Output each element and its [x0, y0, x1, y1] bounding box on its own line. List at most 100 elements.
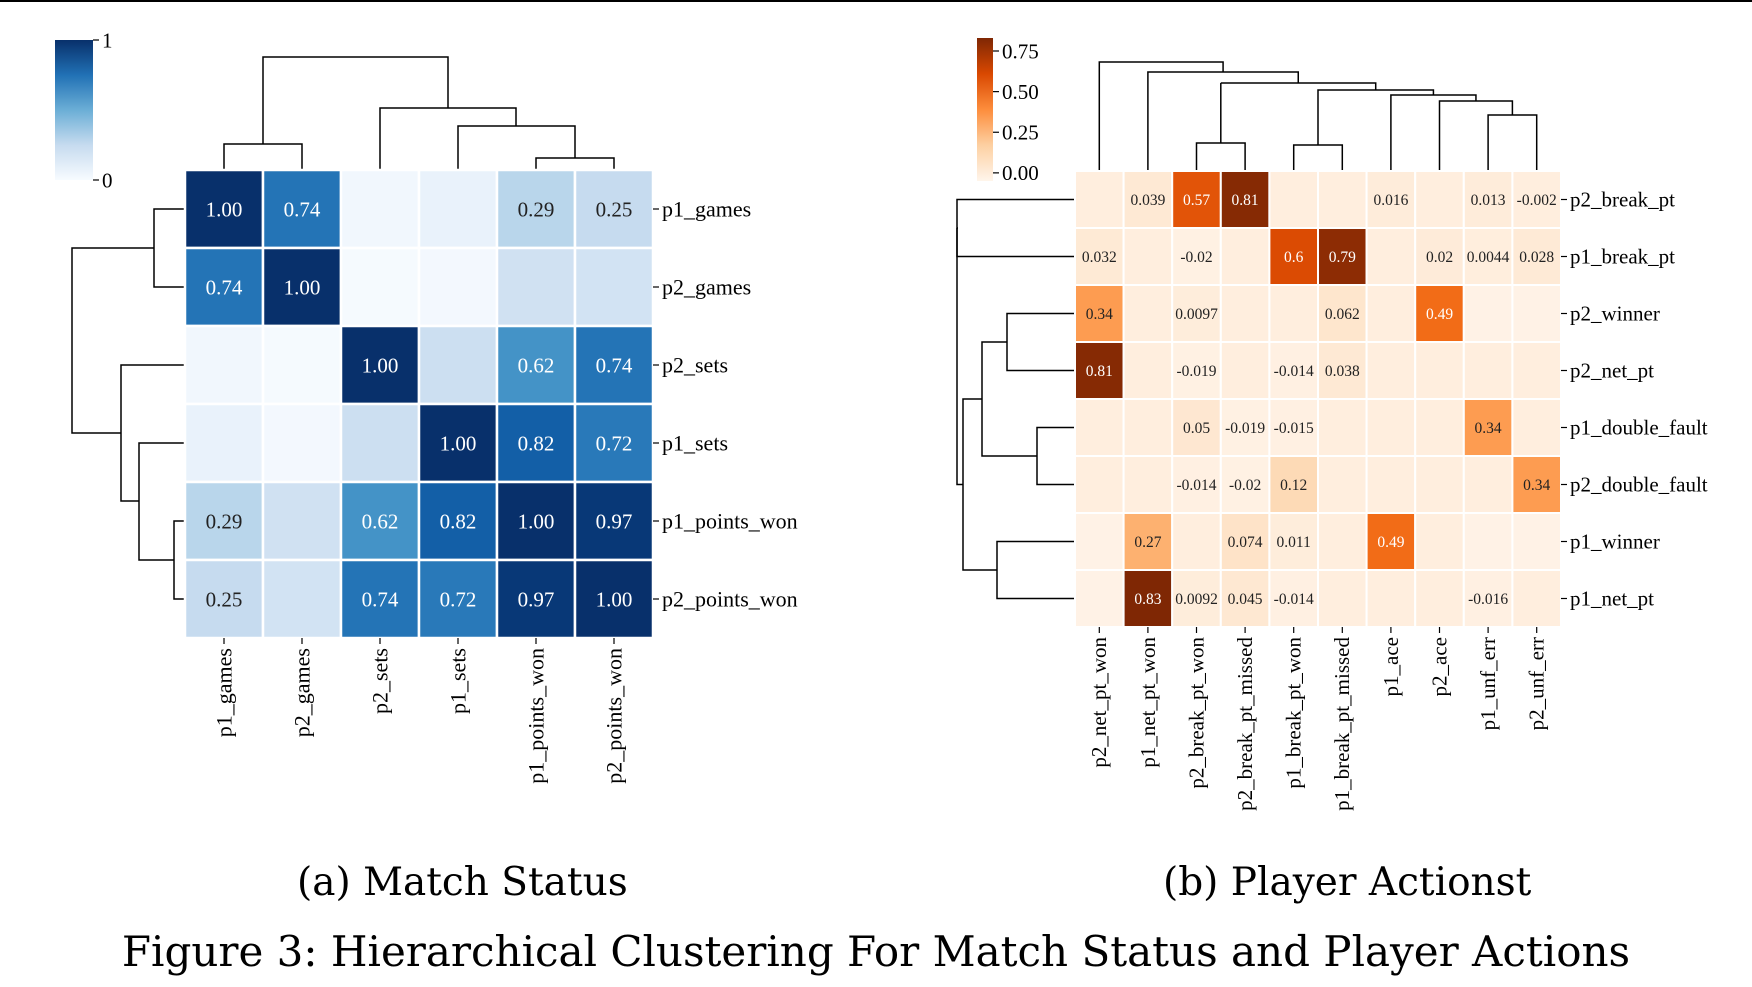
- heatmap-cell: [1365, 398, 1417, 457]
- cell-annotation: -0.02: [1180, 249, 1212, 266]
- colorbar-tick-label: 0.00: [1002, 161, 1039, 185]
- heatmap-cell: [573, 246, 655, 328]
- heatmap-cell: [1414, 170, 1465, 229]
- cell-annotation: 0.05: [1183, 420, 1210, 437]
- heatmap-cell: [1122, 455, 1174, 514]
- col-label: p2_break_pt_missed: [1233, 637, 1257, 811]
- row-label: p1_points_won: [662, 508, 798, 533]
- heatmap-cell: [1122, 569, 1174, 628]
- cell-annotation: 0.074: [1228, 534, 1263, 551]
- cell-annotation: 1.00: [440, 431, 477, 455]
- heatmap-cell: [1268, 227, 1320, 286]
- cell-annotation: 0.72: [596, 431, 633, 455]
- heatmap-cell: [183, 324, 265, 406]
- cell-annotation: 0.016: [1373, 192, 1408, 209]
- cell-annotation: 1.00: [284, 275, 321, 299]
- dendrogram-link: [1098, 61, 1224, 171]
- heatmap-cell: [1219, 341, 1271, 400]
- heatmap-cell: [339, 558, 421, 640]
- dendrogram-link: [1390, 94, 1477, 171]
- colorbar-tick-label: 0.75: [1002, 39, 1039, 63]
- cell-annotation: 0.97: [596, 509, 633, 533]
- heatmap-cell: [1511, 284, 1563, 343]
- caption-a: (a) Match Status: [297, 860, 628, 905]
- dendrogram-link: [1195, 142, 1246, 171]
- row-label: p1_net_pt: [1570, 586, 1654, 610]
- heatmap-cell: [1074, 170, 1125, 229]
- cell-annotation: -0.015: [1274, 420, 1314, 437]
- heatmap-cell: [1268, 284, 1320, 343]
- heatmap-cell: [1171, 512, 1222, 571]
- cell-annotation: 0.02: [1426, 249, 1453, 266]
- cell-annotation: 0.34: [1475, 420, 1502, 437]
- row-label: p2_points_won: [662, 586, 798, 611]
- cell-annotation: -0.019: [1225, 420, 1265, 437]
- col-label: p1_games: [211, 648, 236, 737]
- heatmap-cell: [1511, 341, 1563, 400]
- dendrogram-link: [535, 157, 615, 170]
- cell-annotation: 0.6: [1284, 249, 1304, 266]
- cell-annotation: 0.011: [1277, 534, 1311, 551]
- heatmap-cell: [1171, 398, 1222, 457]
- heatmap-cell: [1511, 398, 1563, 457]
- row-label: p1_break_pt: [1570, 244, 1675, 268]
- cell-annotation: 0.038: [1325, 363, 1360, 380]
- cell-annotation: 0.74: [284, 197, 321, 221]
- heatmap-cell: [417, 168, 499, 250]
- heatmap-cell: [1365, 512, 1417, 571]
- cell-annotation: 0.0097: [1175, 306, 1218, 323]
- col-label: p2_sets: [367, 648, 392, 714]
- heatmap-cell: [573, 402, 655, 484]
- cell-annotation: -0.014: [1274, 591, 1314, 608]
- heatmap-cell: [1122, 284, 1174, 343]
- heatmap-match-status: 0 1 1.00 0.74 0.29 0.25 0.74 1.00 1.00 0.62 0.74 1…: [55, 28, 798, 784]
- dendrogram-link: [956, 228, 963, 486]
- col-label: p2_ace: [1427, 637, 1451, 696]
- heatmap-cell: [261, 402, 343, 484]
- colorbar-tick-label: 0.50: [1002, 80, 1039, 104]
- heatmap-cell: [1462, 398, 1514, 457]
- heatmap-cell: [417, 246, 499, 328]
- heatmap-cell: [1414, 512, 1465, 571]
- heatmap-cell: [1074, 398, 1125, 457]
- cell-annotation: 0.34: [1086, 306, 1113, 323]
- dendrogram-link: [1438, 100, 1514, 171]
- cell-annotation: 0.25: [206, 587, 243, 611]
- heatmap-cell: [1074, 569, 1125, 628]
- heatmap-cell: [339, 168, 421, 250]
- cell-annotation: 0.74: [362, 587, 399, 611]
- heatmap-cell: [261, 480, 343, 562]
- heatmap-cell: [1219, 455, 1271, 514]
- col-label: p1_points_won: [523, 648, 548, 784]
- heatmap-cell: [417, 324, 499, 406]
- heatmap-cell: [573, 324, 655, 406]
- cell-annotation: 0.49: [1377, 534, 1404, 551]
- colorbar-a: [55, 40, 93, 180]
- row-label: p2_winner: [1570, 301, 1660, 325]
- heatmap-cell: [1219, 512, 1271, 571]
- heatmap-cell: [1317, 569, 1368, 628]
- heatmap-cell: [1365, 455, 1417, 514]
- col-label: p1_ace: [1379, 637, 1403, 696]
- heatmap-cell: [1511, 569, 1563, 628]
- dendrogram-link: [379, 107, 517, 127]
- cell-annotation: 0.81: [1086, 363, 1113, 380]
- cell-annotation: 0.82: [440, 509, 477, 533]
- cell-annotation: 0.29: [518, 197, 555, 221]
- cell-annotation: 0.62: [518, 353, 555, 377]
- dendrogram-link: [173, 520, 185, 600]
- heatmap-cell: [495, 168, 577, 250]
- dendrogram-link: [1487, 114, 1538, 171]
- heatmap-cell: [1074, 455, 1125, 514]
- cell-annotation: 0.34: [1523, 477, 1550, 494]
- heatmap-cell: [1219, 227, 1271, 286]
- cell-annotation: 0.49: [1426, 306, 1453, 323]
- dendrogram-link: [457, 125, 576, 170]
- heatmap-cell: [1365, 227, 1417, 286]
- dendrogram-link: [1036, 426, 1075, 486]
- heatmap-cell: [1365, 569, 1417, 628]
- heatmap-cell: [261, 558, 343, 640]
- heatmap-cell: [183, 402, 265, 484]
- heatmap-cell: [1171, 170, 1222, 229]
